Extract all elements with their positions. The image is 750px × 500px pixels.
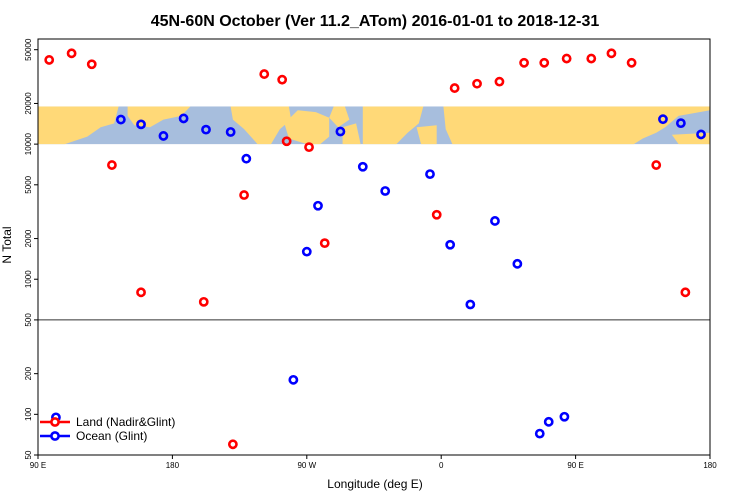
land-point [277, 74, 288, 85]
land-point [626, 57, 637, 68]
ocean-point [357, 161, 368, 172]
ocean-point [288, 374, 299, 385]
ocean-point [201, 124, 211, 135]
map-land-6 [362, 106, 424, 145]
y-tick-label: 200 [24, 366, 33, 380]
land-point [281, 136, 292, 147]
ocean-point [425, 169, 435, 180]
plot-frame [37, 38, 711, 456]
ocean-point [380, 186, 391, 196]
y-axis-label: N Total [0, 226, 14, 263]
land-point [431, 209, 442, 220]
land-point [606, 48, 617, 59]
land-point [680, 287, 691, 298]
ocean-point [490, 216, 500, 226]
y-tick-label: 50 [24, 450, 33, 459]
ocean-point [136, 119, 146, 130]
legend-marker-ocean [50, 431, 60, 441]
chart-title: 45N-60N October (Ver 11.2_ATom) 2016-01-… [151, 13, 600, 30]
x-tick-label: 0 [439, 461, 444, 470]
y-tick-label: 50000 [24, 38, 33, 61]
map-land-4 [329, 106, 350, 128]
data-points [44, 48, 706, 450]
x-axis-label: Longitude (deg E) [327, 477, 422, 491]
land-point [319, 238, 330, 249]
ocean-point [241, 153, 252, 164]
ocean-point [158, 131, 169, 141]
ocean-point [543, 416, 554, 427]
map-land-5 [342, 123, 361, 145]
land-point [239, 190, 249, 200]
land-point [586, 53, 597, 64]
land-point [198, 296, 209, 307]
y-tick-label: 100 [24, 407, 33, 421]
x-tick-label: 180 [703, 461, 717, 470]
land-point [539, 57, 550, 68]
land-point [304, 142, 314, 153]
legend-marker-land [50, 417, 60, 427]
y-tick-label: 20000 [24, 92, 33, 115]
land-point [259, 69, 270, 79]
legend: Land (Nadir&Glint)Ocean (Glint) [40, 415, 175, 443]
map-land-0 [38, 106, 119, 145]
ocean-point [675, 118, 686, 129]
legend-item-ocean: Ocean (Glint) [40, 429, 147, 443]
land-point [449, 83, 460, 93]
ocean-point [559, 411, 570, 422]
y-tick-label: 2000 [24, 229, 33, 247]
x-axis: 90 E 180 90 W 0 90 E 180 [30, 455, 717, 470]
land-point [107, 160, 117, 170]
ocean-point [658, 114, 668, 125]
land-point [519, 57, 529, 68]
land-point [227, 439, 238, 450]
land-point [472, 78, 482, 89]
x-tick-label: 90 E [567, 461, 583, 470]
ocean-point [696, 129, 706, 140]
land-point [136, 287, 146, 298]
ocean-point [115, 114, 126, 125]
map-land-8 [443, 106, 710, 145]
ocean-point [225, 127, 236, 137]
land-point [66, 48, 77, 59]
y-tick-label: 500 [24, 313, 33, 327]
ocean-point [445, 239, 456, 250]
world-map-band [38, 106, 710, 145]
map-land-7 [416, 125, 437, 145]
ocean-point [335, 126, 346, 137]
ocean-point [178, 113, 189, 124]
map-land-2 [230, 106, 292, 145]
map-land-3 [284, 110, 330, 145]
ocean-point [465, 299, 476, 310]
map-land-9 [671, 132, 710, 145]
x-tick-label: 180 [166, 461, 180, 470]
land-point [561, 53, 572, 64]
legend-label-ocean: Ocean (Glint) [76, 429, 147, 443]
land-point [86, 59, 97, 70]
x-tick-label: 90 W [297, 461, 316, 470]
y-axis: 50 100 200 500 1000 2000 5000 10000 20000 50000 [24, 38, 38, 459]
ocean-point [313, 200, 323, 211]
x-tick-label: 90 E [30, 461, 46, 470]
ocean-point [512, 258, 523, 269]
y-tick-label: 10000 [24, 132, 33, 155]
land-point [651, 160, 662, 170]
legend-label-land: Land (Nadir&Glint) [76, 415, 175, 429]
ocean-point [534, 428, 545, 439]
legend-item-land: Land (Nadir&Glint) [40, 415, 175, 429]
y-tick-label: 5000 [24, 175, 33, 193]
land-point [44, 55, 55, 65]
ocean-point [301, 246, 312, 257]
land-point [494, 76, 505, 87]
y-tick-label: 1000 [24, 270, 33, 288]
